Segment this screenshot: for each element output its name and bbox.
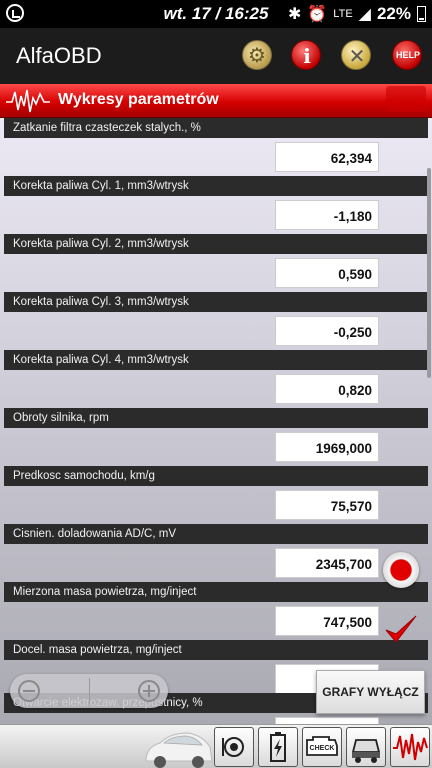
scrollbar[interactable] (427, 168, 431, 378)
record-button[interactable] (383, 552, 419, 588)
parameter-label: Predkosc samochodu, km/g (4, 466, 428, 486)
zoom-controls (10, 674, 168, 708)
parameter-value: -1,180 (275, 200, 379, 230)
status-bar: wt. 17 / 16:25 ✱ ⏰ LTE ◢ 22% (0, 0, 432, 28)
parameter-row: Korekta paliwa Cyl. 3, mm3/wtrysk -0,250 (0, 292, 432, 350)
graphs-off-button[interactable]: GRAFY WYŁĄCZ (316, 670, 425, 714)
parameter-value: 0,590 (275, 258, 379, 288)
parameter-label: Zatkanie filtra czasteczek stalych., % (4, 118, 428, 138)
battery-lightning-icon (270, 732, 286, 762)
graphs-button[interactable] (390, 727, 430, 767)
parameter-value (275, 717, 379, 724)
parameter-label: Mierzona masa powietrza, mg/inject (4, 582, 428, 602)
zoom-in-icon[interactable] (138, 680, 160, 702)
confirm-check-icon[interactable] (382, 612, 418, 648)
parameter-value: 75,570 (275, 490, 379, 520)
parameter-label: Korekta paliwa Cyl. 3, mm3/wtrysk (4, 292, 428, 312)
parameter-label: Cisnien. doladowania AD/C, mV (4, 524, 428, 544)
parameter-label: Korekta paliwa Cyl. 2, mm3/wtrysk (4, 234, 428, 254)
parameter-value: 1969,000 (275, 432, 379, 462)
parameter-row: Predkosc samochodu, km/g 75,570 (0, 466, 432, 524)
signal-icon: ◢ (358, 6, 371, 23)
parameter-row: Obroty silnika, rpm 1969,000 (0, 408, 432, 466)
header-action-button[interactable] (386, 86, 426, 112)
parameter-list[interactable]: Zatkanie filtra czasteczek stalych., % 6… (0, 118, 432, 724)
parameter-value: -0,250 (275, 316, 379, 346)
section-title: Wykresy parametrów (58, 91, 219, 108)
check-engine-icon: CHECK (306, 736, 338, 756)
car-front-icon (351, 739, 381, 763)
parameter-row: Korekta paliwa Cyl. 2, mm3/wtrysk 0,590 (0, 234, 432, 292)
battery-button[interactable] (258, 727, 298, 767)
zoom-divider (89, 678, 90, 704)
whatsapp-notification-icon (6, 4, 24, 22)
car-image-icon (145, 732, 213, 768)
vehicle-button[interactable] (346, 727, 386, 767)
bottom-toolbar: CHECK (0, 724, 432, 768)
app-title: AlfaOBD (16, 43, 102, 68)
parameter-value: 747,500 (275, 606, 379, 636)
status-icons: ✱ ⏰ LTE ◢ 22% (288, 4, 426, 24)
bluetooth-icon: ✱ (287, 6, 302, 23)
speaker-sensor-icon (222, 737, 244, 757)
waveform-icon (6, 89, 50, 113)
waveform-graph-icon (393, 733, 428, 761)
parameter-value: 62,394 (275, 142, 379, 172)
section-header: Wykresy parametrów (0, 84, 432, 118)
parameter-row: Korekta paliwa Cyl. 4, mm3/wtrysk 0,820 (0, 350, 432, 408)
help-button[interactable]: HELP (392, 40, 422, 70)
check-engine-button[interactable]: CHECK (302, 727, 342, 767)
parameter-row: Cisnien. doladowania AD/C, mV 2345,700 (0, 524, 432, 582)
alarm-icon: ⏰ (307, 6, 328, 23)
tools-icon[interactable] (341, 40, 372, 70)
parameter-label: Korekta paliwa Cyl. 1, mm3/wtrysk (4, 176, 428, 196)
app-bar: AlfaOBD HELP (0, 28, 432, 84)
check-label: CHECK (310, 745, 335, 752)
zoom-out-icon[interactable] (18, 680, 40, 702)
parameter-row: Korekta paliwa Cyl. 1, mm3/wtrysk -1,180 (0, 176, 432, 234)
parameter-row: Zatkanie filtra czasteczek stalych., % 6… (0, 118, 432, 176)
info-icon[interactable] (291, 40, 322, 70)
battery-level: 22% (376, 4, 411, 23)
parameter-label: Docel. masa powietrza, mg/inject (4, 640, 428, 660)
sensor-button[interactable] (214, 727, 254, 767)
parameter-label: Obroty silnika, rpm (4, 408, 428, 428)
battery-icon (417, 6, 426, 22)
parameter-value: 2345,700 (275, 548, 379, 578)
network-type: LTE (333, 8, 353, 20)
status-time: wt. 17 / 16:25 (163, 4, 269, 23)
parameter-label: Korekta paliwa Cyl. 4, mm3/wtrysk (4, 350, 428, 370)
parameter-value: 0,820 (275, 374, 379, 404)
help-label: HELP (395, 50, 420, 60)
gears-icon[interactable] (242, 40, 272, 70)
parameter-row: Mierzona masa powietrza, mg/inject 747,5… (0, 582, 432, 640)
